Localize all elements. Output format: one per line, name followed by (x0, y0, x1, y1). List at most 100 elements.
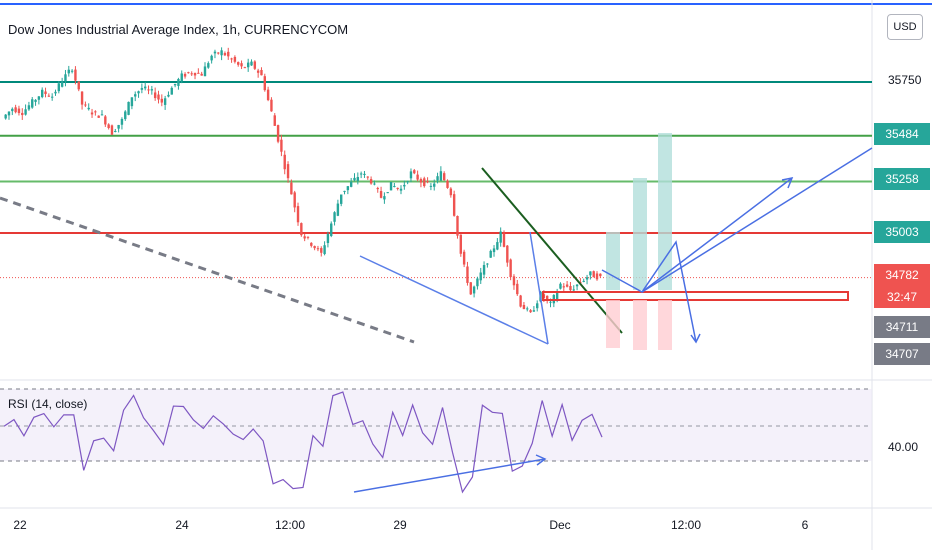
time-label-1200-b: 12:00 (670, 518, 702, 532)
candle-body (456, 215, 459, 236)
candle-body (489, 250, 492, 258)
candle-body (34, 99, 37, 102)
candle-body (330, 223, 333, 236)
candle-body (200, 73, 203, 76)
candle-body (100, 114, 104, 116)
candle-body (555, 291, 559, 301)
projection-bar-up-3 (658, 133, 672, 290)
candle-body (496, 242, 499, 250)
time-label-dec: Dec (549, 518, 571, 532)
candle-body (41, 89, 44, 98)
candle-body (11, 108, 14, 112)
projection-bar-down-1 (606, 300, 620, 348)
candle-body (565, 284, 569, 287)
candle-body (346, 186, 350, 191)
time-label-29: 29 (393, 518, 407, 532)
candle-body (230, 58, 233, 60)
projection-bar-up-1 (606, 232, 620, 290)
price-divergence-line-b (529, 231, 549, 345)
candle-body (170, 87, 173, 95)
candle-body (423, 178, 426, 187)
candle-body (223, 53, 227, 56)
candle-body (217, 52, 220, 54)
candle-body (177, 79, 180, 86)
candle-body (589, 271, 592, 276)
candle-body (403, 184, 406, 187)
candle-body (173, 83, 177, 86)
candle-body (446, 180, 449, 188)
projection-path-down (601, 240, 697, 343)
candle-body (147, 89, 150, 91)
projection-bar-down-2 (633, 300, 647, 350)
candle-body (203, 66, 207, 77)
candle-body (343, 190, 346, 192)
candle-body (452, 194, 456, 216)
candle-body (313, 246, 316, 249)
candle-body (320, 248, 323, 253)
candle-body (482, 265, 486, 275)
candle-body (383, 196, 386, 200)
candle-body (97, 115, 100, 118)
candle-body (373, 183, 376, 185)
candle-body (117, 124, 120, 129)
candle-body (396, 187, 399, 189)
candle-body (502, 233, 506, 247)
candle-body (213, 51, 217, 54)
candle-body (585, 277, 589, 280)
candle-body (57, 83, 61, 92)
candle-body (167, 94, 170, 97)
candle-body (64, 74, 67, 82)
time-label-1200-a: 12:00 (274, 518, 306, 532)
candle-body (276, 125, 280, 142)
candle-body (303, 236, 306, 239)
candle-body (260, 69, 263, 76)
candle-body (323, 245, 326, 255)
candle-body (280, 139, 283, 152)
projection-bar-up-2 (633, 178, 647, 290)
candle-body (74, 69, 77, 81)
candle-body (326, 234, 330, 244)
candle-body (522, 304, 526, 310)
rsi-label[interactable]: RSI (14, close) (8, 397, 88, 411)
candle-body (296, 206, 300, 223)
price-tag-last: 34782 (874, 264, 930, 286)
rsi-line (3, 391, 603, 494)
price-tag-35484: 35484 (874, 123, 930, 145)
candle-body (210, 55, 213, 61)
rsi-level-label: 40.00 (888, 440, 919, 454)
chart-title: Dow Jones Industrial Average Index, 1h, … (8, 22, 349, 37)
projection-path-up-a (641, 177, 793, 293)
candle-body (124, 111, 127, 120)
candle-body (150, 89, 154, 91)
candle-body (187, 72, 190, 74)
candle-body (237, 62, 240, 65)
candle-body (286, 164, 290, 179)
candle-body (157, 94, 160, 100)
candle-body (519, 295, 522, 307)
projection-path-up-b (641, 147, 873, 293)
currency-button[interactable]: USD (887, 14, 923, 40)
candle-body (87, 107, 90, 110)
candle-body (409, 171, 413, 179)
candle-body (599, 273, 602, 277)
candle-body (127, 101, 130, 115)
candle-body (253, 61, 257, 69)
candle-body (416, 174, 419, 180)
candle-body (134, 94, 137, 97)
candle-body (193, 72, 197, 76)
candle-body (359, 173, 363, 175)
candle-body (60, 81, 64, 87)
candle-body (310, 242, 313, 246)
candle-body (499, 231, 502, 243)
candle-body (263, 76, 266, 91)
candle-body (512, 276, 516, 286)
candle-body (50, 96, 54, 98)
candle-body (77, 81, 80, 90)
candle-body (290, 182, 293, 195)
candle-body (24, 109, 27, 115)
candle-body (393, 186, 396, 188)
candle-body (333, 212, 336, 222)
candle-body (21, 112, 24, 116)
candle-body (569, 286, 572, 291)
